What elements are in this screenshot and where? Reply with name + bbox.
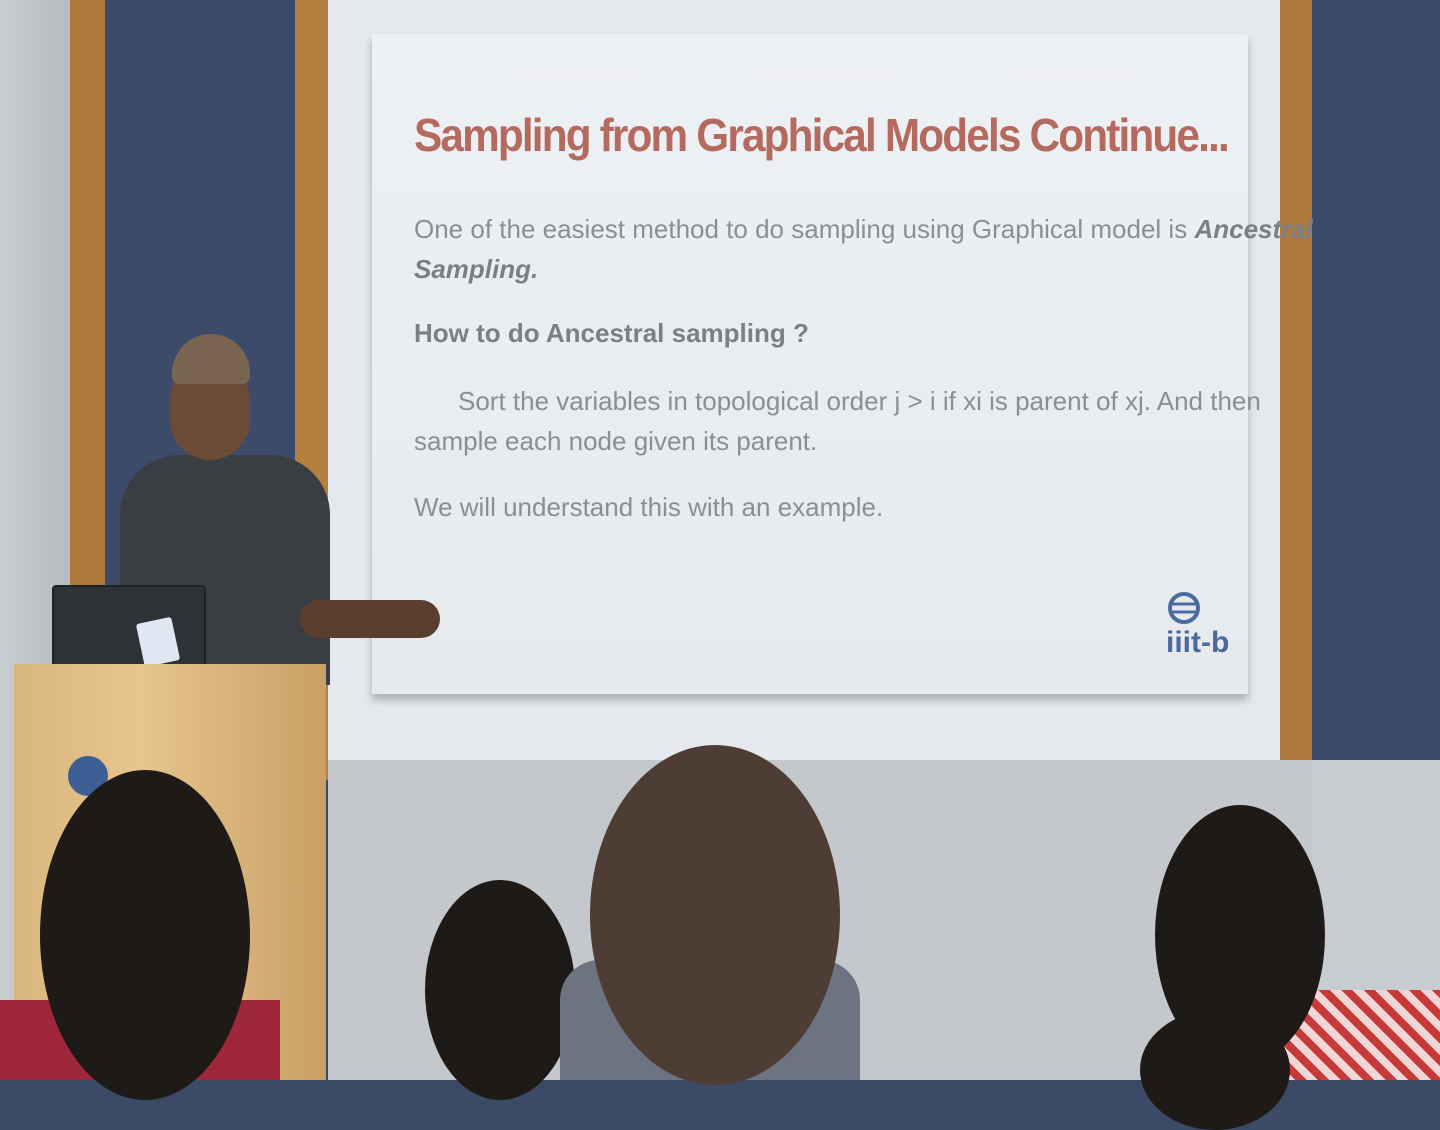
audience-head <box>1140 1010 1290 1130</box>
slide-title: Sampling from Graphical Models Continue.… <box>414 109 1230 161</box>
intro-text: One of the easiest method to do sampling… <box>414 214 1188 244</box>
intro-emphasis: Ancestral <box>1194 214 1313 244</box>
projected-slide <box>372 34 1248 694</box>
slide-subheading: How to do Ancestral sampling ? <box>414 318 809 348</box>
laptop <box>52 585 206 679</box>
sort-instruction-line-1: Sort the variables in topological order … <box>458 386 1261 416</box>
logo-text: iiit-b <box>1166 626 1230 659</box>
speaker-arm <box>300 600 440 638</box>
intro-line-2: Sampling. <box>414 254 539 284</box>
right-wall <box>1312 0 1440 760</box>
slide-intro: One of the easiest method to do sampling… <box>414 214 1313 245</box>
sort-instruction-line-2: sample each node given its parent. <box>414 426 818 456</box>
audience-head <box>425 880 575 1100</box>
screen-frame-right <box>1280 0 1312 830</box>
audience-head <box>590 745 840 1085</box>
slide-closing: We will understand this with an example. <box>414 492 884 522</box>
audience-head <box>40 770 250 1100</box>
institute-logo-icon <box>1168 592 1200 624</box>
